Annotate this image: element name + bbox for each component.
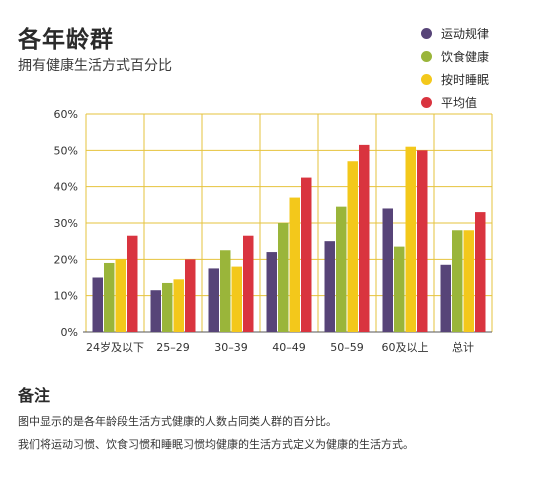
bar [162,282,173,332]
bar-chart: 0% 10% 20% 30% 40% 50% 60% 24岁及以下 25–29 30–39 40–4… [54,108,493,354]
bar [115,259,126,332]
bar [92,277,103,332]
x-tick-label: 60及以上 [382,341,429,354]
legend-label-average: 平均值 [441,96,478,110]
legend-item-average: 平均值 [421,91,489,114]
bar [278,223,289,332]
y-tick-label: 50% [54,144,78,157]
bar [475,212,486,332]
legend-label-exercise: 运动规律 [441,27,490,41]
bar [208,268,219,332]
bar [150,290,161,332]
bar [405,146,416,332]
note-line-2: 我们将运动习惯、饮食习惯和睡眠习惯均健康的生活方式定义为健康的生活方式。 [18,438,414,451]
bar [104,262,115,332]
bar [463,230,474,332]
bar [289,197,300,332]
y-tick-label: 0% [61,326,78,339]
bar [301,177,312,332]
bar [324,241,335,332]
x-tick-label: 40–49 [272,341,306,354]
bar [243,235,254,332]
x-tick-label: 24岁及以下 [86,340,144,354]
bar [452,230,463,332]
y-tick-label: 20% [54,253,78,266]
y-tick-label: 40% [54,181,78,194]
legend-item-diet: 饮食健康 [421,45,489,68]
x-tick-label: 50–59 [330,341,364,354]
chart-title: 各年龄群 [18,27,114,53]
bar [347,161,358,332]
note-line-1: 图中显示的是各年龄段生活方式健康的人数占同类人群的百分比。 [18,415,337,428]
bar [417,150,428,332]
bar [127,235,138,332]
bar [440,264,451,332]
legend-swatch-diet [421,51,432,62]
legend-swatch-sleep [421,74,432,85]
notes-title: 备注 [18,386,51,405]
x-tick-label: 30–39 [214,341,248,354]
y-tick-label: 10% [54,290,78,303]
legend-item-exercise: 运动规律 [421,22,489,45]
bar [382,208,393,332]
bar [336,206,347,332]
y-tick-label: 30% [54,217,78,230]
legend-label-sleep: 按时睡眠 [441,73,490,87]
legend-swatch-exercise [421,28,432,39]
bar [185,259,196,332]
bar [231,266,242,332]
y-tick-label: 60% [54,108,78,121]
chart-subtitle: 拥有健康生活方式百分比 [18,58,172,74]
bar [394,246,405,332]
legend-swatch-average [421,97,432,108]
bar [220,250,231,332]
legend-label-diet: 饮食健康 [441,50,490,64]
legend-item-sleep: 按时睡眠 [421,68,489,91]
bar [173,279,184,332]
legend: 运动规律 饮食健康 按时睡眠 平均值 [421,22,489,114]
bar [359,144,370,332]
x-tick-label: 25–29 [156,341,190,354]
x-tick-label: 总计 [452,340,474,354]
bar [266,252,277,332]
